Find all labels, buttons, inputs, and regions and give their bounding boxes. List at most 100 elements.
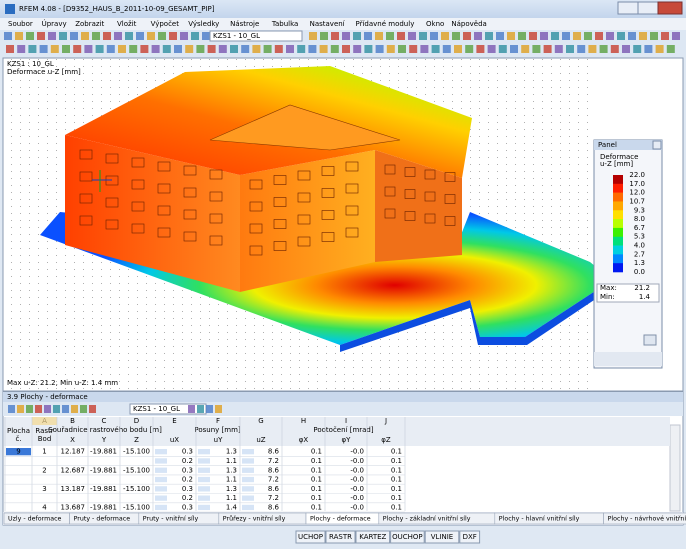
toolbar-button[interactable]: [59, 32, 67, 40]
toolbar-button[interactable]: [463, 32, 471, 40]
menu-item[interactable]: Zobrazit: [75, 20, 104, 28]
table-tool-button[interactable]: [80, 405, 87, 413]
toolbar-button[interactable]: [4, 32, 12, 40]
table-tool-button[interactable]: [89, 405, 96, 413]
toolbar-button[interactable]: [196, 45, 205, 53]
toolbar-button[interactable]: [185, 45, 194, 53]
toolbar-button[interactable]: [639, 32, 647, 40]
toolbar-button[interactable]: [562, 32, 570, 40]
toolbar-button[interactable]: [375, 45, 384, 53]
table-tool-button[interactable]: [17, 405, 24, 413]
toolbar-button[interactable]: [50, 45, 59, 53]
toolbar-button[interactable]: [419, 32, 427, 40]
toolbar-button[interactable]: [485, 32, 493, 40]
toolbar-button[interactable]: [386, 45, 395, 53]
toolbar-button[interactable]: [644, 45, 653, 53]
table-tool-button[interactable]: [35, 405, 42, 413]
tab[interactable]: [603, 512, 686, 525]
toolbar-button[interactable]: [118, 45, 126, 53]
toolbar-button[interactable]: [465, 45, 474, 53]
table-tool-button[interactable]: [206, 405, 213, 413]
close-button[interactable]: [657, 1, 683, 15]
toolbar-button[interactable]: [92, 32, 100, 40]
table-tool-button[interactable]: [71, 405, 78, 413]
toolbar-button[interactable]: [397, 32, 405, 40]
toolbar-button[interactable]: [498, 45, 507, 53]
toolbar-button[interactable]: [180, 32, 188, 40]
toolbar-button[interactable]: [84, 45, 93, 53]
toolbar-button[interactable]: [158, 32, 166, 40]
toolbar-button[interactable]: [628, 32, 636, 40]
menu-item[interactable]: Tabulka: [271, 20, 298, 28]
menu-item[interactable]: Nastavení: [310, 20, 346, 28]
toolbar-button[interactable]: [140, 45, 149, 53]
toolbar-button[interactable]: [551, 32, 559, 40]
toolbar-button[interactable]: [474, 32, 482, 40]
toolbar-button[interactable]: [15, 32, 23, 40]
toolbar-button[interactable]: [409, 45, 418, 53]
toolbar-button[interactable]: [577, 45, 586, 53]
scrollbar[interactable]: [669, 424, 681, 512]
toolbar-button[interactable]: [263, 45, 272, 53]
toolbar-button[interactable]: [274, 45, 283, 53]
toolbar-button[interactable]: [174, 45, 182, 53]
menu-item[interactable]: Nápověda: [451, 20, 486, 28]
status-button[interactable]: [355, 530, 391, 544]
toolbar-button[interactable]: [286, 45, 294, 53]
toolbar-button[interactable]: [408, 32, 416, 40]
toolbar-button[interactable]: [430, 32, 438, 40]
toolbar-button[interactable]: [507, 32, 515, 40]
toolbar-button[interactable]: [218, 45, 227, 53]
menu-item[interactable]: Úpravy: [42, 19, 67, 28]
toolbar-button[interactable]: [650, 32, 658, 40]
toolbar-button[interactable]: [431, 45, 440, 53]
toolbar-button[interactable]: [661, 32, 669, 40]
toolbar-button[interactable]: [420, 45, 429, 53]
toolbar-button[interactable]: [297, 45, 306, 53]
toolbar-button[interactable]: [114, 32, 122, 40]
table-tool-button[interactable]: [215, 405, 222, 413]
toolbar-button[interactable]: [386, 32, 394, 40]
toolbar-button[interactable]: [129, 45, 138, 53]
toolbar-button[interactable]: [48, 32, 56, 40]
toolbar-button[interactable]: [17, 45, 26, 53]
table-tool-button[interactable]: [53, 405, 60, 413]
toolbar-button[interactable]: [26, 32, 34, 40]
table-tool-button[interactable]: [62, 405, 69, 413]
toolbar-button[interactable]: [521, 45, 530, 53]
status-button[interactable]: [325, 530, 356, 544]
toolbar-button[interactable]: [543, 45, 552, 53]
menu-item[interactable]: Nástroje: [230, 20, 259, 28]
toolbar-button[interactable]: [441, 32, 449, 40]
toolbar-button[interactable]: [540, 32, 548, 40]
status-button[interactable]: [390, 530, 425, 544]
toolbar-button[interactable]: [147, 32, 155, 40]
toolbar-button[interactable]: [103, 32, 111, 40]
toolbar-button[interactable]: [162, 45, 171, 53]
toolbar-button[interactable]: [39, 45, 48, 53]
toolbar-button[interactable]: [398, 45, 406, 53]
menu-item[interactable]: Okno: [426, 20, 444, 28]
toolbar-button[interactable]: [330, 45, 339, 53]
toolbar-button[interactable]: [584, 32, 592, 40]
toolbar-button[interactable]: [6, 45, 14, 53]
toolbar-button[interactable]: [62, 45, 70, 53]
toolbar-button[interactable]: [151, 45, 160, 53]
toolbar-button[interactable]: [309, 32, 317, 40]
toolbar-button[interactable]: [136, 32, 144, 40]
toolbar-button[interactable]: [496, 32, 504, 40]
status-button[interactable]: [424, 530, 460, 544]
toolbar-button[interactable]: [606, 32, 614, 40]
menu-item[interactable]: Soubor: [8, 20, 33, 28]
toolbar-button[interactable]: [554, 45, 563, 53]
toolbar-button[interactable]: [169, 32, 177, 40]
toolbar-button[interactable]: [655, 45, 664, 53]
toolbar-button[interactable]: [529, 32, 537, 40]
toolbar-button[interactable]: [573, 32, 581, 40]
menu-item[interactable]: Vložit: [117, 20, 137, 28]
toolbar-button[interactable]: [518, 32, 526, 40]
toolbar-button[interactable]: [633, 45, 642, 53]
toolbar-button[interactable]: [342, 45, 350, 53]
toolbar-button[interactable]: [37, 32, 45, 40]
toolbar-button[interactable]: [617, 32, 625, 40]
